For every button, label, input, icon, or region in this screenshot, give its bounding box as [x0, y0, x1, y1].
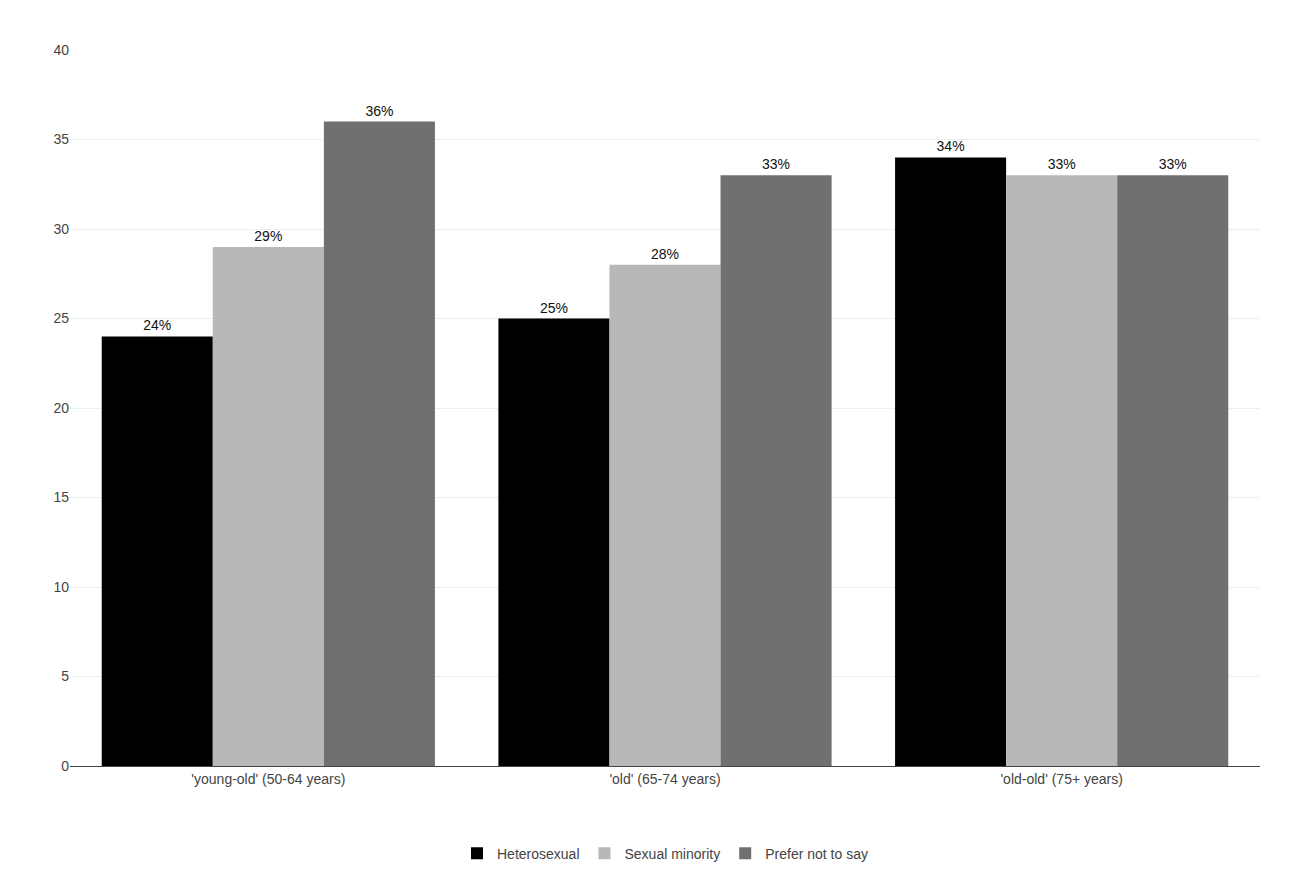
svg-text:28%: 28%: [651, 246, 679, 262]
svg-text:25%: 25%: [540, 300, 568, 316]
svg-text:Sexual minority: Sexual minority: [625, 846, 721, 862]
svg-text:36%: 36%: [365, 103, 393, 119]
svg-text:40: 40: [53, 42, 69, 58]
svg-text:'old-old' (75+ years): 'old-old' (75+ years): [1000, 771, 1122, 787]
svg-text:10: 10: [53, 579, 69, 595]
svg-text:0: 0: [61, 758, 69, 774]
svg-text:30: 30: [53, 221, 69, 237]
svg-text:34%: 34%: [937, 138, 965, 154]
svg-text:Prefer not to say: Prefer not to say: [765, 846, 868, 862]
svg-text:'old' (65-74 years): 'old' (65-74 years): [609, 771, 720, 787]
svg-text:33%: 33%: [762, 156, 790, 172]
svg-text:33%: 33%: [1048, 156, 1076, 172]
svg-text:35: 35: [53, 131, 69, 147]
svg-text:24%: 24%: [143, 317, 171, 333]
svg-text:20: 20: [53, 400, 69, 416]
svg-text:5: 5: [61, 668, 69, 684]
svg-text:'young-old' (50-64 years): 'young-old' (50-64 years): [191, 771, 345, 787]
svg-text:33%: 33%: [1159, 156, 1187, 172]
svg-text:Heterosexual: Heterosexual: [497, 846, 580, 862]
svg-text:15: 15: [53, 489, 69, 505]
svg-text:25: 25: [53, 310, 69, 326]
svg-text:29%: 29%: [254, 228, 282, 244]
